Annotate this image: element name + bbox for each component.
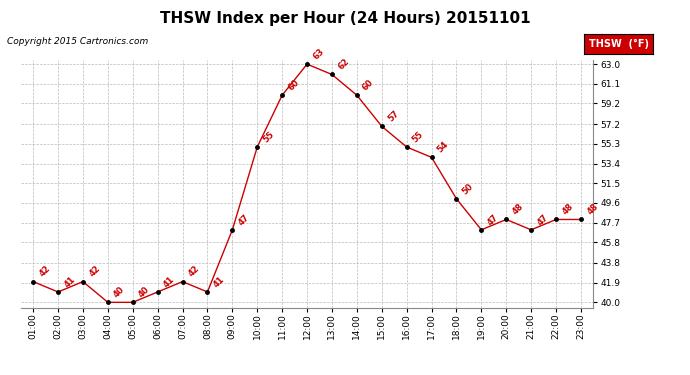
Text: 41: 41 [62,274,77,289]
Text: 54: 54 [435,140,451,154]
Text: 62: 62 [336,57,351,72]
Text: 55: 55 [411,129,426,144]
Text: 47: 47 [535,213,550,227]
Text: 48: 48 [585,202,600,217]
Text: 40: 40 [137,285,152,300]
Text: 42: 42 [187,264,201,279]
Text: 60: 60 [286,78,301,92]
Text: 42: 42 [37,264,52,279]
Text: 48: 48 [511,202,525,217]
Text: 47: 47 [237,213,251,227]
Text: 40: 40 [112,285,126,300]
Text: 48: 48 [560,202,575,217]
Text: 42: 42 [87,264,102,279]
Text: 60: 60 [361,78,375,92]
Text: 50: 50 [461,182,475,196]
Text: 57: 57 [386,109,400,123]
Text: Copyright 2015 Cartronics.com: Copyright 2015 Cartronics.com [7,38,148,46]
Text: THSW  (°F): THSW (°F) [589,39,649,49]
Text: 55: 55 [262,129,276,144]
Text: 47: 47 [486,213,500,227]
Text: 41: 41 [212,274,226,289]
Text: 63: 63 [311,47,326,62]
Text: THSW Index per Hour (24 Hours) 20151101: THSW Index per Hour (24 Hours) 20151101 [159,11,531,26]
Text: 41: 41 [162,274,177,289]
